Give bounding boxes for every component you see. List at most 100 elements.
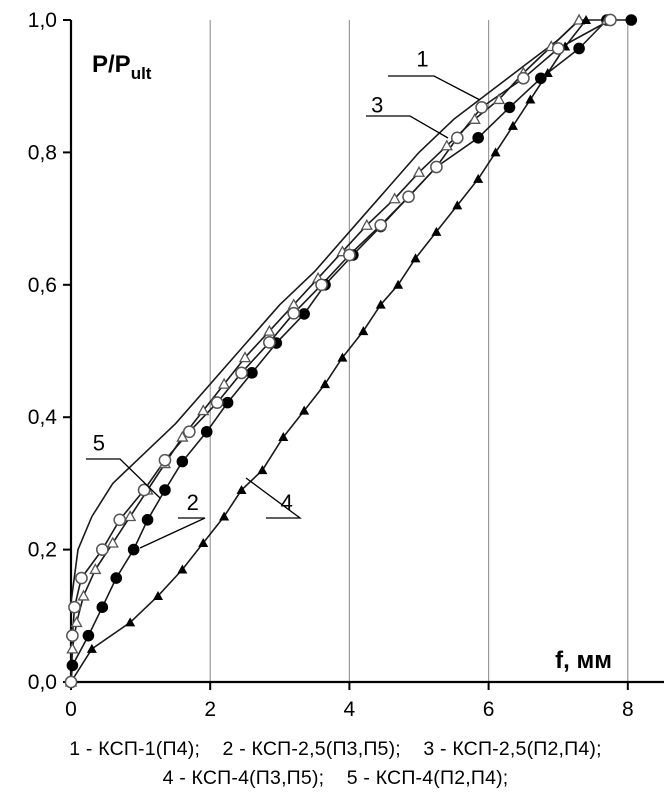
data-point-series-5 [551, 42, 565, 55]
data-point-series-2 [246, 367, 258, 379]
data-point-series-4 [320, 379, 331, 389]
data-point-series-2 [472, 132, 484, 144]
data-point-series-3 [124, 510, 137, 522]
vertical-gridlines [209, 20, 629, 682]
x-tick-label: 6 [483, 698, 495, 721]
data-point-series-5 [64, 675, 78, 689]
axes [63, 19, 664, 690]
x-tick-label: 4 [344, 698, 356, 721]
data-point-series-4 [507, 120, 518, 130]
data-point-series-2 [159, 484, 171, 496]
data-point-series-4 [125, 617, 136, 627]
data-point-series-5 [66, 629, 79, 643]
data-point-series-4 [257, 465, 268, 475]
data-point-series-4 [219, 511, 230, 521]
data-point-series-4 [358, 326, 369, 336]
data-point-series-5 [210, 396, 224, 409]
series-line-1 [70, 19, 580, 603]
data-point-series-3 [263, 324, 276, 336]
curve-label-1: 1 [416, 46, 428, 71]
y-axis-title-main: P/P [92, 51, 131, 78]
data-point-series-5 [430, 160, 443, 174]
data-point-series-5 [343, 248, 356, 262]
data-point-series-5 [604, 13, 617, 27]
data-point-series-4 [86, 643, 97, 653]
data-point-series-4 [431, 226, 442, 236]
data-point-series-5 [75, 571, 88, 585]
curve-label-2: 2 [187, 490, 199, 515]
data-point-series-4 [581, 15, 592, 24]
data-point-series-3 [197, 404, 210, 416]
curve-label-leader-1 [388, 75, 481, 101]
data-point-series-3 [89, 563, 102, 575]
data-point-series-3 [106, 536, 119, 548]
series-line-3 [70, 19, 607, 683]
legend-line-2: 4 - КСП-4(П3,П5); 5 - КСП-4(П2,П4); [162, 767, 509, 789]
data-point-series-5 [315, 278, 328, 292]
series-lines [70, 19, 632, 683]
data-point-series-2 [96, 601, 109, 613]
legend-line-1: 1 - КСП-1(П4); 2 - КСП-2,5(П3,П5); 3 - К… [69, 738, 602, 760]
data-point-series-3 [572, 13, 586, 25]
y-tick-label: 0,8 [28, 141, 57, 164]
data-point-series-2 [141, 514, 154, 526]
data-point-series-3 [412, 165, 426, 177]
data-point-series-3 [77, 589, 90, 601]
data-point-series-3 [440, 139, 453, 151]
y-tick-label: 0,2 [28, 539, 57, 562]
data-point-series-5 [287, 306, 301, 320]
data-point-series-4 [473, 173, 484, 183]
data-point-series-3 [218, 377, 231, 389]
data-point-series-4 [452, 200, 463, 210]
data-point-series-4 [542, 67, 553, 77]
data-point-series-2 [82, 629, 95, 642]
data-point-series-5 [235, 366, 248, 380]
y-tick-label: 0,6 [28, 274, 57, 297]
data-point-series-4 [410, 253, 421, 263]
series-line-4 [70, 19, 587, 683]
y-tick-label: 0,4 [28, 406, 58, 429]
data-point-series-5 [402, 190, 415, 204]
curve-label-leader-2 [139, 517, 206, 549]
data-point-series-4 [393, 279, 404, 289]
data-point-series-4 [236, 485, 247, 495]
curve-label-leader-3 [366, 115, 449, 139]
data-point-series-3 [468, 112, 481, 124]
chart-plot: 0 2 4 6 8 0,0 0,2 0,4 0,6 0,8 1,0 1 2 3 4 5 P/Pult f, … [28, 9, 664, 721]
data-point-series-3 [238, 351, 252, 363]
data-point-series-5 [517, 71, 530, 85]
data-point-series-5 [374, 218, 388, 232]
data-point-series-2 [221, 396, 234, 409]
curve-label-leader-5 [86, 458, 161, 499]
x-tick-label: 0 [65, 698, 77, 721]
x-tick-label: 8 [622, 698, 634, 721]
data-point-series-4 [198, 537, 209, 547]
data-point-series-4 [278, 432, 289, 442]
y-tick-label: 0,0 [28, 671, 57, 694]
data-point-series-2 [110, 572, 123, 584]
y-tick-label: 1,0 [28, 9, 57, 32]
curve-label-3: 3 [371, 93, 383, 118]
y-axis-title-subscript: ult [131, 64, 152, 83]
tick-labels: 0 2 4 6 8 0,0 0,2 0,4 0,6 0,8 1,0 [28, 9, 634, 721]
data-point-series-3 [176, 430, 189, 442]
data-point-series-5 [158, 453, 172, 467]
data-point-series-3 [70, 616, 83, 628]
data-point-series-4 [177, 564, 188, 574]
curve-label-leader-4 [245, 477, 302, 519]
curve-label-4: 4 [281, 490, 293, 515]
data-point-series-4 [375, 299, 386, 309]
data-point-series-2 [200, 425, 213, 438]
data-point-series-5 [95, 543, 109, 556]
data-point-series-5 [263, 336, 276, 349]
data-point-series-5 [68, 600, 81, 614]
data-point-series-2 [176, 455, 189, 468]
data-point-series-2 [127, 543, 140, 556]
x-axis-title: f, мм [555, 647, 612, 674]
data-point-series-4 [153, 590, 163, 600]
data-point-series-5 [475, 101, 488, 114]
data-point-series-4 [299, 405, 310, 415]
data-point-series-3 [66, 642, 79, 654]
curve-labels: 1 2 3 4 5 [93, 46, 429, 515]
data-point-series-5 [113, 513, 127, 527]
